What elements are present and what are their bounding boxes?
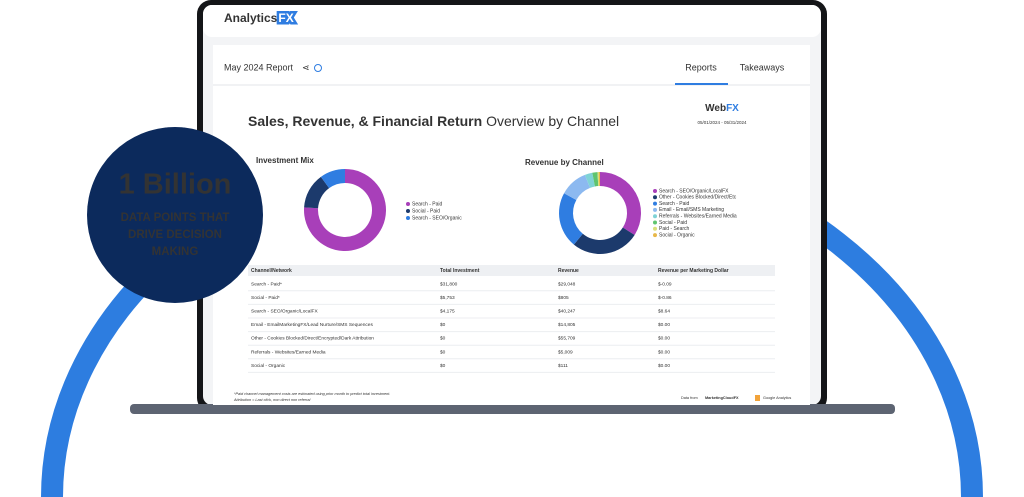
table-cell: $111: [558, 363, 568, 369]
legend-label: Search - Paid: [412, 201, 443, 207]
webfx-logo: WebFX: [705, 103, 739, 114]
app-bar: [203, 5, 821, 37]
table-cell: $8.64: [658, 308, 670, 314]
data-from: Data from: [681, 396, 698, 400]
table-cell: $5,009: [558, 349, 573, 355]
badge-line: DATA POINTS THAT: [121, 212, 230, 224]
cloud-icon[interactable]: [314, 64, 322, 72]
table-cell: Other - Cookies Blocked/Direct/Encrypted…: [251, 336, 374, 342]
legend-label: Referrals - Websites/Earned Media: [659, 214, 737, 220]
donut-slice: [597, 172, 600, 187]
tab[interactable]: Reports: [685, 62, 717, 72]
table-cell: $0: [440, 363, 446, 369]
share-icon[interactable]: ⋖: [302, 62, 310, 72]
legend-swatch: [653, 214, 657, 219]
heading-rest: Overview by Channel: [486, 113, 619, 129]
brand-fx: FX: [278, 11, 293, 25]
table-cell: $0.00: [658, 336, 670, 342]
legend-swatch: [653, 201, 657, 206]
table-header-bg: [248, 265, 775, 276]
table-cell: $40,247: [558, 308, 576, 314]
donut-slice: [573, 227, 635, 254]
table-cell: Email - EmailMarketingFX/Lead Nurture/SM…: [251, 322, 373, 328]
donut-slice: [320, 169, 345, 189]
legend-label: Social - Organic: [659, 232, 695, 238]
legend-label: Paid - Search: [659, 226, 690, 232]
table-cell: $31,800: [440, 281, 458, 287]
donut-slice: [559, 193, 583, 245]
legend-swatch: [653, 189, 657, 193]
report-heading: Sales, Revenue, & Financial Return Overv…: [248, 113, 619, 129]
legend-swatch: [406, 216, 410, 220]
table-cell: $-0.86: [658, 295, 672, 301]
badge-line: DRIVE DECISION: [128, 229, 222, 241]
table-cell: $29,048: [558, 281, 576, 287]
table-cell: $55,709: [558, 336, 576, 342]
table-cell: $0: [440, 349, 446, 355]
donut-slice: [584, 172, 595, 188]
report-date: 05/01/2024 - 05/31/2024: [697, 120, 747, 125]
brand: AnalyticsFX: [224, 11, 294, 25]
heading-bold: Sales, Revenue, & Financial Return: [248, 113, 482, 129]
legend-swatch: [406, 209, 410, 213]
legend-label: Search - SEO/Organic: [412, 215, 462, 221]
table-cell: Search - Paid*: [251, 281, 282, 287]
source: MarketingCloudFX: [705, 396, 739, 400]
table-header: Revenue per Marketing Dollar: [658, 268, 729, 274]
badge-headline: 1 Billion: [119, 169, 232, 201]
table-cell: Referrals - Websites/Earned Media: [251, 349, 326, 355]
legend-swatch: [653, 233, 657, 238]
legend-swatch: [653, 226, 657, 231]
table-cell: $0.00: [658, 363, 670, 369]
report-title[interactable]: May 2024 Report: [224, 62, 294, 72]
legend-label: Search - Paid: [659, 201, 690, 207]
footnote: Attribution = Last click, non direct non…: [233, 398, 310, 402]
table-cell: $5,753: [440, 295, 455, 301]
donut-slice: [598, 172, 600, 187]
legend-label: Social - Paid: [412, 208, 440, 214]
logo-text: Web: [705, 103, 726, 114]
donut-slice: [304, 176, 330, 209]
table-cell: $805: [558, 295, 569, 301]
donut-slice: [600, 172, 641, 235]
legend-swatch: [653, 195, 657, 200]
ga-icon: [755, 395, 760, 401]
table-cell: Social - Paid*: [251, 295, 280, 301]
legend-swatch: [406, 202, 410, 206]
table-cell: Social - Organic: [251, 363, 286, 369]
table-cell: $0: [440, 322, 446, 328]
logo-fx: FX: [726, 103, 739, 114]
table-header: Channel/Network: [251, 268, 292, 274]
legend-label: Email - Email/SMS Marketing: [659, 207, 724, 213]
brand-name: Analytics: [224, 11, 278, 25]
footnote: *Paid channel management costs are estim…: [234, 392, 390, 396]
legend-label: Other - Cookies Blocked/Direct/Etc: [659, 195, 737, 201]
table-cell: $0: [440, 336, 446, 342]
donut-slice: [564, 174, 591, 200]
badge: [87, 127, 263, 303]
legend-label: Social - Paid: [659, 220, 687, 226]
table-cell: $-0.09: [658, 281, 672, 287]
donut-slice: [304, 169, 386, 251]
legend-swatch: [653, 220, 657, 225]
laptop-base: [130, 404, 895, 414]
donut-slice: [592, 172, 599, 187]
table-cell: $4,175: [440, 308, 455, 314]
badge-line: MAKING: [152, 246, 199, 258]
table-cell: $0.00: [658, 322, 670, 328]
legend-swatch: [653, 207, 657, 212]
chart-title: Investment Mix: [256, 156, 314, 165]
legend-label: Search - SEO/Organic/LocalFX: [659, 188, 729, 194]
source: Google Analytics: [763, 396, 791, 400]
table-cell: $14,805: [558, 322, 576, 328]
chart-title: Revenue by Channel: [525, 158, 604, 167]
table-cell: $0.00: [658, 349, 670, 355]
table-header: Total Investment: [440, 268, 480, 274]
table-header: Revenue: [558, 268, 579, 274]
table-cell: Search - SEO/Organic/LocalFX: [251, 308, 318, 314]
tab[interactable]: Takeaways: [740, 62, 785, 72]
